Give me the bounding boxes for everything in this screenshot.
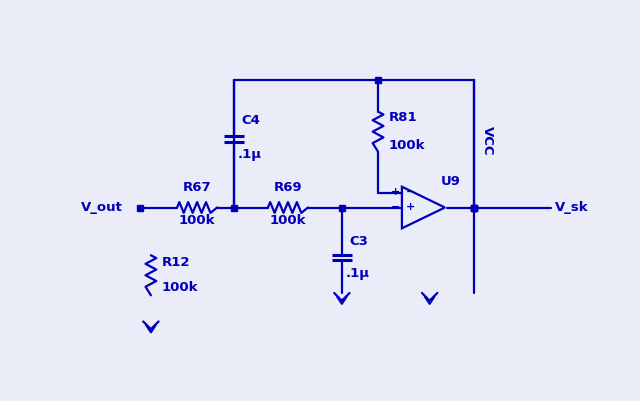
Text: V_out: V_out [81, 201, 122, 214]
Text: 100k: 100k [162, 282, 198, 294]
Text: R67: R67 [183, 181, 211, 194]
Text: R69: R69 [274, 181, 302, 194]
Text: R81: R81 [389, 111, 417, 124]
Text: +: + [406, 202, 415, 212]
Text: 100k: 100k [179, 215, 215, 227]
Text: 100k: 100k [389, 140, 426, 152]
Text: −: − [391, 202, 401, 212]
Text: +: + [391, 187, 401, 197]
Text: .1μ: .1μ [346, 267, 370, 280]
Text: C4: C4 [242, 114, 260, 128]
Text: V_sk: V_sk [555, 201, 589, 214]
Text: U9: U9 [440, 175, 460, 188]
Text: VCC: VCC [481, 126, 493, 155]
Text: R12: R12 [162, 256, 190, 269]
Text: 100k: 100k [269, 215, 306, 227]
Text: .1μ: .1μ [238, 148, 262, 161]
Text: C3: C3 [349, 235, 369, 248]
Text: −: − [406, 187, 415, 197]
